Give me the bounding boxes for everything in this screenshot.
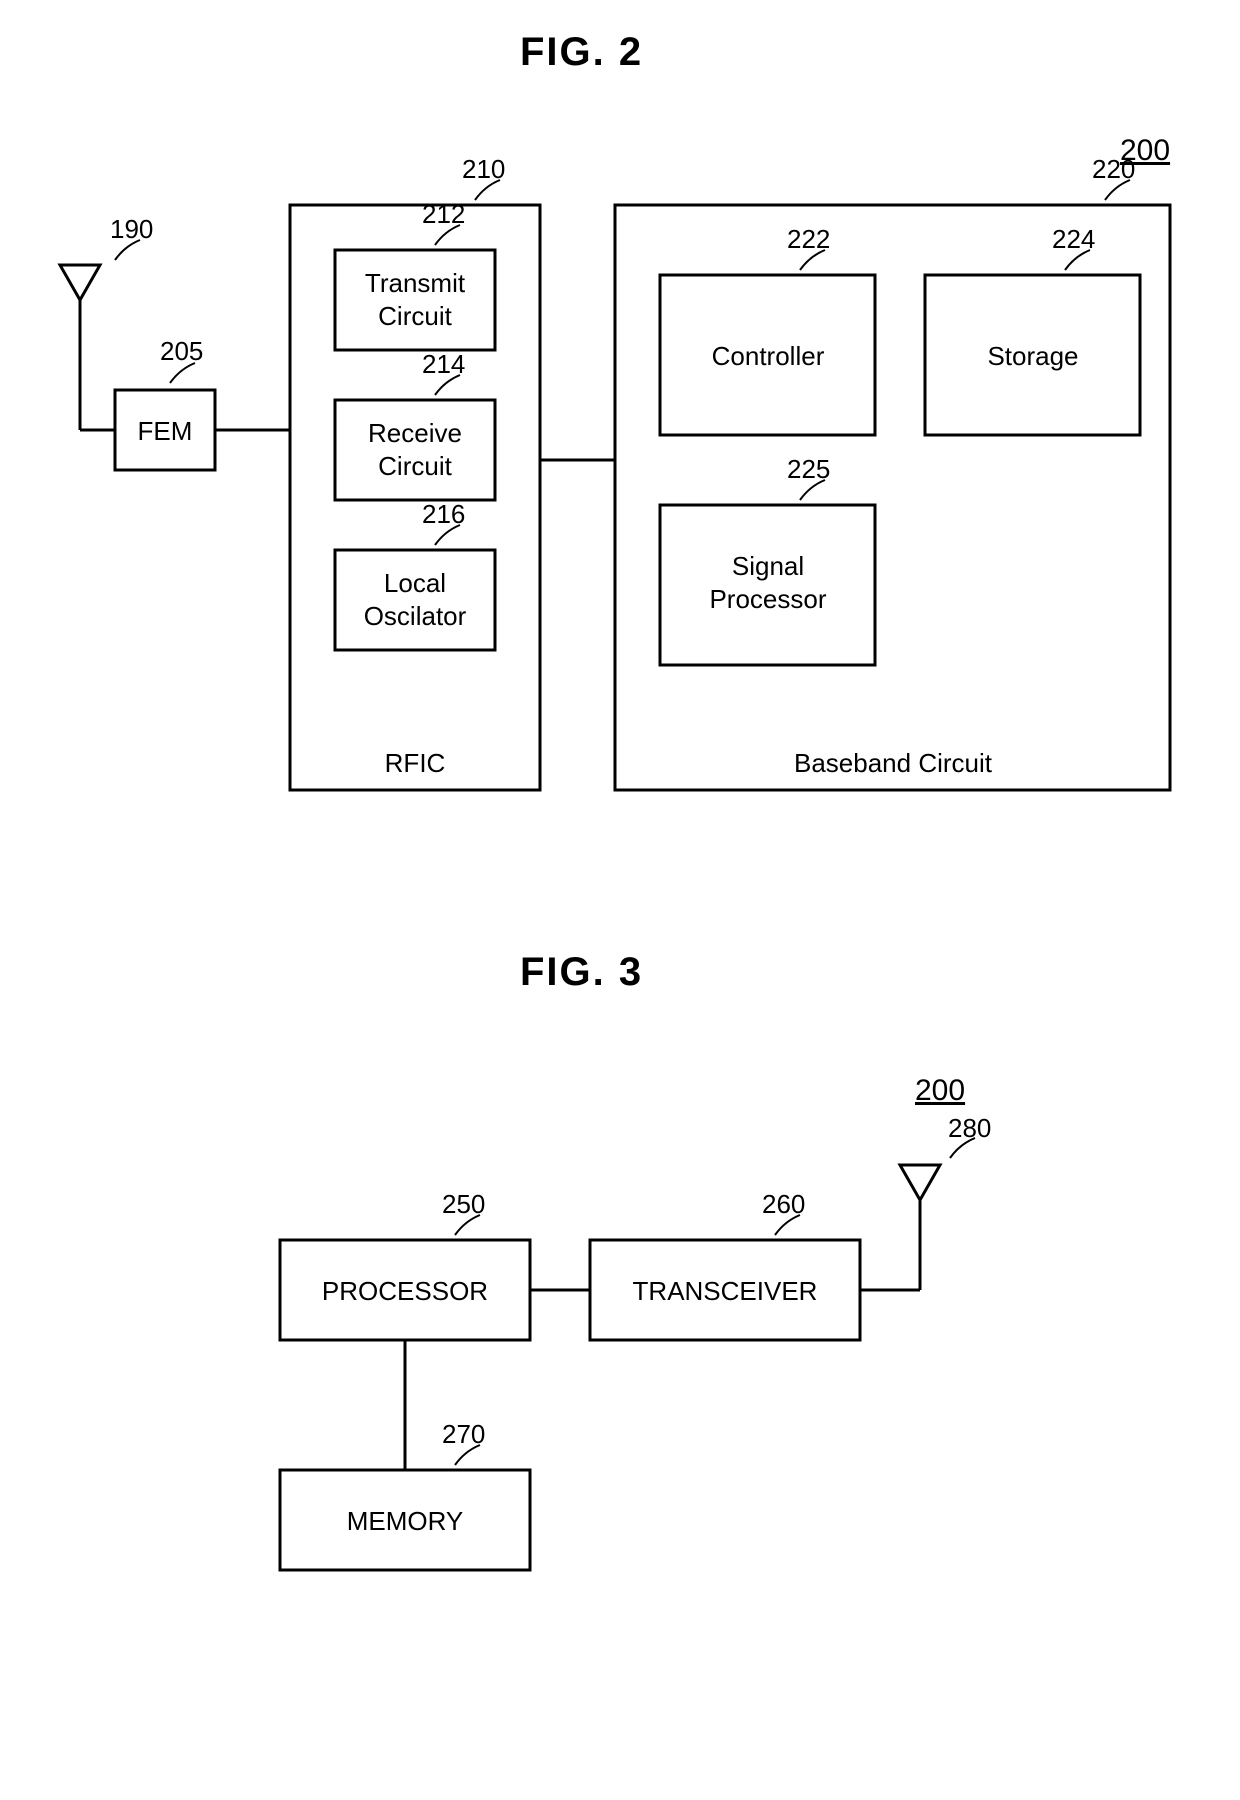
fig3-diagram: 200 PROCESSOR 250 TRANSCEIVER 260 MEMORY… [0,1040,1240,1740]
ref-leader-205 [170,363,195,383]
fig2-title: FIG. 2 [520,30,643,75]
transceiver-label: TRANSCEIVER [633,1276,818,1306]
fig3-title: FIG. 3 [520,950,643,995]
ref-210: 210 [462,154,505,184]
local-oscillator-label-1: Local [384,568,446,598]
ref-250: 250 [442,1189,485,1219]
ref-214: 214 [422,349,465,379]
processor-label: PROCESSOR [322,1276,488,1306]
page: FIG. 2 200 190 FEM 205 RFIC 210 Transmit… [0,0,1240,1800]
memory-label: MEMORY [347,1506,464,1536]
receive-circuit-label-1: Receive [368,418,462,448]
ref-222: 222 [787,224,830,254]
transmit-circuit-label-1: Transmit [365,268,466,298]
signal-processor-label-1: Signal [732,551,804,581]
rfic-label: RFIC [385,748,446,778]
ref-270: 270 [442,1419,485,1449]
baseband-label: Baseband Circuit [794,748,993,778]
receive-circuit-label-2: Circuit [378,451,452,481]
signal-processor-label-2: Processor [709,584,826,614]
local-oscillator-label-2: Oscilator [364,601,467,631]
ref-260: 260 [762,1189,805,1219]
ref-216: 216 [422,499,465,529]
local-oscillator-box [335,550,495,650]
ref-224: 224 [1052,224,1095,254]
storage-label: Storage [987,341,1078,371]
ref-212: 212 [422,199,465,229]
ref-205: 205 [160,336,203,366]
transmit-circuit-label-2: Circuit [378,301,452,331]
fig2-diagram: 200 190 FEM 205 RFIC 210 Transmit Circui… [0,100,1240,900]
fig3-ref-200: 200 [915,1074,965,1107]
fig3-antenna-icon [860,1165,940,1290]
ref-190: 190 [110,214,153,244]
ref-220: 220 [1092,154,1135,184]
antenna-icon [60,265,100,430]
fem-label: FEM [138,416,193,446]
ref-280: 280 [948,1113,991,1143]
ref-225: 225 [787,454,830,484]
transmit-circuit-box [335,250,495,350]
controller-label: Controller [712,341,825,371]
receive-circuit-box [335,400,495,500]
